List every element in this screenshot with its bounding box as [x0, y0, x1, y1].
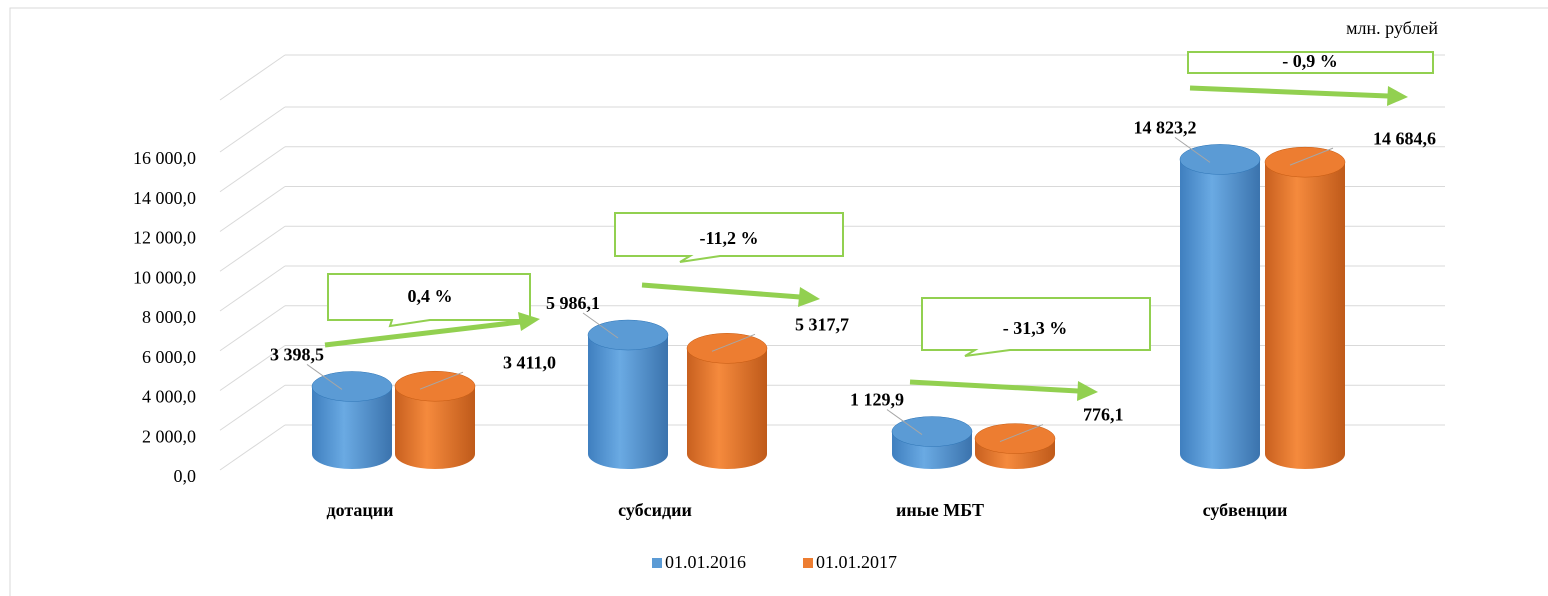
value-label: 5 986,1 [546, 293, 600, 313]
callout-box [327, 273, 531, 328]
bar [687, 348, 767, 469]
grid-line [219, 305, 286, 352]
y-tick-label: 6 000,0 [142, 347, 196, 367]
leader-line [582, 312, 619, 339]
bar-top [394, 370, 476, 402]
bar [588, 335, 668, 469]
arrow-head [1077, 381, 1098, 401]
leader-line [419, 371, 464, 390]
annotation: 0,4 % [408, 286, 453, 306]
bar-top [974, 423, 1056, 454]
bar-top [1264, 146, 1346, 178]
arrow [909, 379, 1079, 394]
leader-line [1174, 136, 1211, 163]
arrows [324, 85, 1408, 401]
x-tick-label: дотации [326, 500, 393, 520]
annotation: -11,2 % [699, 228, 758, 248]
bar-top [686, 333, 768, 364]
value-label: 5 317,7 [795, 314, 849, 334]
y-tick-label: 4 000,0 [142, 387, 196, 407]
arrow [324, 319, 521, 348]
value-label: 14 684,6 [1373, 128, 1436, 148]
y-tick-label: 12 000,0 [133, 228, 196, 248]
value-label: 14 823,2 [1134, 118, 1197, 138]
bar [1180, 159, 1260, 469]
leader-line [886, 409, 923, 435]
y-tick-label: 2 000,0 [142, 426, 196, 446]
arrow-head [798, 287, 820, 307]
grid-line [219, 424, 286, 471]
legend-swatch [652, 558, 662, 568]
leader-line [306, 364, 343, 390]
bar-top [891, 416, 973, 447]
arrow [1189, 85, 1389, 99]
value-label: 3 411,0 [503, 352, 556, 372]
leader-line [711, 333, 756, 352]
value-label: 1 129,9 [850, 390, 904, 410]
y-tick-label: 10 000,0 [133, 267, 196, 287]
arrow-head [518, 312, 540, 331]
leader-line [1289, 147, 1334, 166]
grid-line [219, 106, 286, 153]
x-tick-label: субвенции [1203, 500, 1288, 520]
x-tick-label: субсидии [618, 500, 692, 520]
arrow-head [1387, 86, 1408, 106]
frame [9, 7, 1548, 596]
bar-top [311, 371, 393, 402]
y-tick-label: 16 000,0 [133, 148, 196, 168]
y-tick-label: 8 000,0 [142, 307, 196, 327]
annotation: - 31,3 % [1003, 318, 1068, 338]
y-tick-label: 14 000,0 [133, 188, 196, 208]
callout-box [921, 297, 1151, 357]
grid-line [219, 384, 286, 431]
grid-line [219, 345, 286, 391]
y-tick-label: 0,0 [174, 466, 197, 486]
bar [312, 386, 392, 469]
callout-box [614, 212, 844, 263]
arrow [641, 282, 801, 300]
legend-label: 01.01.2016 [665, 552, 746, 572]
grid-line [219, 186, 286, 232]
bar-top [587, 319, 669, 351]
callout-box [1187, 51, 1434, 74]
grid-line [219, 265, 286, 312]
bar-top [1179, 144, 1261, 175]
bar [395, 386, 475, 469]
bar [1265, 162, 1345, 470]
legend-label: 01.01.2017 [816, 552, 897, 572]
value-label: 776,1 [1083, 405, 1124, 425]
legend-swatch [803, 558, 813, 568]
annotation: - 0,9 % [1282, 51, 1338, 71]
callouts [327, 51, 1434, 357]
grid-line [219, 146, 286, 193]
grid-line [219, 225, 286, 272]
unit-label: млн. рублей [1346, 18, 1438, 38]
x-tick-label: иные МБТ [896, 500, 984, 520]
leader-line [999, 424, 1044, 443]
value-label: 3 398,5 [270, 345, 324, 365]
wall-edge [219, 54, 286, 101]
